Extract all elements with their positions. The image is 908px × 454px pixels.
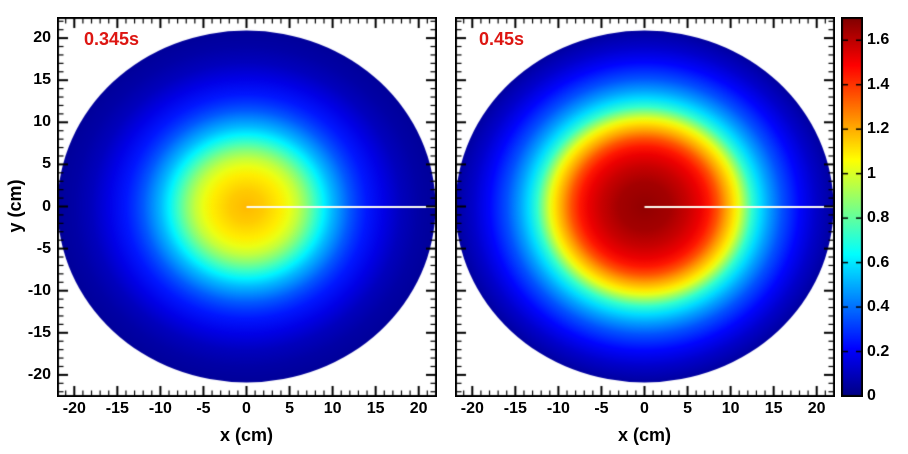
y-tick-label: -20 (27, 365, 51, 383)
colorbar-tick-label: 0.2 (867, 342, 890, 360)
colorbar (841, 17, 863, 397)
y-tick-label: -10 (27, 281, 51, 299)
colorbar-tick-label: 1 (867, 164, 876, 182)
x-tick-label: -5 (196, 400, 211, 417)
x-axis-title-right: x (cm) (617, 425, 671, 445)
colorbar-tick-label: 1.4 (867, 75, 890, 93)
y-tick-label: 10 (33, 113, 51, 131)
x-tick-label: 10 (323, 400, 342, 417)
time-annotation-left: 0.345s (84, 29, 140, 49)
x-tick-label: 20 (807, 400, 826, 417)
x-tick-label: 5 (683, 400, 692, 417)
contour-plot-t0345 (57, 17, 437, 397)
x-tick-label: -10 (148, 400, 172, 417)
colorbar-tick-label: 0.6 (867, 253, 890, 271)
x-axis-title-left: x (cm) (219, 425, 273, 445)
y-tick-label: 20 (33, 29, 51, 47)
contour-plot-t045 (455, 17, 835, 397)
y-tick-label: 0 (42, 197, 51, 215)
colorbar-tick-label: 0.8 (867, 209, 890, 227)
x-tick-label: -15 (503, 400, 527, 417)
y-tick-label: -15 (27, 323, 51, 341)
y-tick-label: -5 (36, 239, 51, 257)
x-tick-label: -20 (62, 400, 86, 417)
x-tick-label: 15 (366, 400, 385, 417)
x-tick-label: -15 (105, 400, 129, 417)
x-tick-label: 0 (242, 400, 251, 417)
x-tick-label: -20 (460, 400, 484, 417)
colorbar-tick-label: 0.4 (867, 298, 890, 316)
y-tick-label: 15 (33, 71, 51, 89)
colorbar-tick-label: 0 (867, 387, 876, 404)
colorbar-tick-label: 1.2 (867, 120, 890, 138)
y-tick-label: 5 (42, 155, 51, 173)
x-tick-label: -5 (594, 400, 609, 417)
x-tick-label: 20 (409, 400, 428, 417)
x-tick-label: -10 (546, 400, 570, 417)
colorbar-tick-label: 1.6 (867, 31, 890, 49)
x-tick-label: 15 (764, 400, 783, 417)
x-tick-label: 10 (721, 400, 740, 417)
x-tick-label: 5 (285, 400, 294, 417)
x-tick-label: 0 (640, 400, 649, 417)
time-annotation-right: 0.45s (479, 29, 525, 49)
